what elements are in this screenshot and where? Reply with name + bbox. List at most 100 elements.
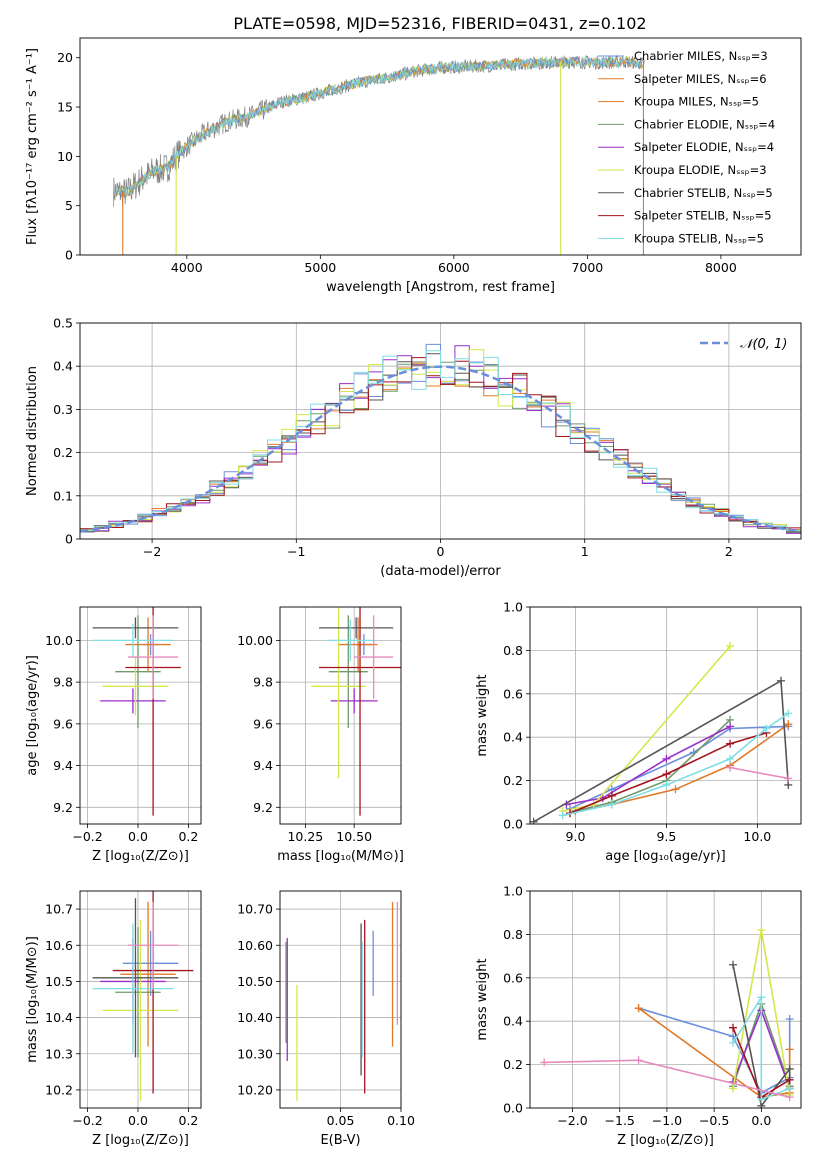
- residual-histogram: [80, 357, 801, 539]
- weight-marker: [785, 1064, 794, 1073]
- x-tick-label: 9.0: [566, 829, 586, 844]
- weight-line: [729, 766, 789, 780]
- plot-area: [540, 926, 794, 1108]
- y-tick-label: 0.1: [53, 488, 73, 503]
- axes-frame: [79, 37, 802, 256]
- x-tick-label: −1: [287, 544, 305, 559]
- panel-mass-vs-Z: −0.2 0.0 0.2 10.2 10.3 10.4 10.5 10.6 10.7 Z [log…: [25, 890, 202, 1148]
- legend: 𝒩(0, 1): [700, 337, 787, 352]
- axes: 10.25 10.50 9.2 9.4 9.6 9.8 10.00 mass [log₁₀(M…: [237, 606, 404, 864]
- x-tick-label: 9.5: [656, 829, 676, 844]
- weight-marker: [757, 1095, 766, 1104]
- axes: −2.0 −1.5 −1.0 −0.5 0.0 0.0 0.2 0.4 0.6 0.8 1.0 Z […: [475, 884, 802, 1148]
- x-tick-label: 0.0: [128, 829, 148, 844]
- y-tick-label: 9.8: [253, 675, 273, 690]
- x-tick-label: −0.2: [72, 1113, 102, 1128]
- weight-marker: [634, 1004, 643, 1013]
- y-tick-label: 0.4: [503, 1014, 523, 1029]
- x-axis-label: age [log₁₀(age/yr)]: [605, 849, 726, 864]
- axes-frame: [529, 606, 802, 825]
- y-tick-label: 10.60: [237, 938, 273, 953]
- x-tick-label: −1.0: [652, 1113, 682, 1128]
- y-tick-label: 0.8: [503, 927, 523, 942]
- y-tick-label: 10.2: [45, 1082, 73, 1097]
- x-tick-label: 2: [725, 544, 733, 559]
- axes-frame: [279, 890, 402, 1109]
- legend-label: 𝒩(0, 1): [740, 337, 787, 352]
- x-axis-label: mass [log₁₀(M/M⊙)]: [277, 849, 404, 864]
- x-tick-label: 0.10: [387, 1113, 415, 1128]
- y-tick-label: 0.0: [503, 817, 523, 832]
- x-tick-label: −2: [143, 544, 161, 559]
- y-tick-label: 10.30: [237, 1046, 273, 1061]
- weight-marker: [785, 1015, 794, 1024]
- y-tick-label: 0.2: [503, 1057, 523, 1072]
- y-tick-label: 15: [57, 100, 73, 115]
- y-tick-label: 10.5: [45, 974, 73, 989]
- x-tick-label: 10.50: [336, 829, 372, 844]
- y-tick-label: 9.2: [253, 800, 273, 815]
- weight-marker: [784, 774, 793, 783]
- x-tick-label: −1.5: [605, 1113, 635, 1128]
- axes: −0.2 0.0 0.2 9.2 9.4 9.6 9.8 10.0 Z [log₁₀(Z/Z⊙)…: [25, 606, 202, 864]
- weight-marker: [785, 1093, 794, 1102]
- legend-label: Kroupa MILES, Nₛₛₚ=5: [634, 95, 759, 109]
- weight-marker: [784, 709, 793, 718]
- weight-marker: [726, 722, 735, 731]
- axes: 9.0 9.5 10.0 0.0 0.2 0.4 0.6 0.8 1.0 age [log₁₀(a…: [475, 600, 802, 864]
- y-axis-label: Normed distribution: [25, 366, 40, 496]
- weight-marker: [607, 800, 616, 809]
- y-tick-label: 5: [65, 198, 73, 213]
- plot-area: [80, 343, 801, 539]
- axes-frame: [279, 606, 402, 825]
- normal-curve: [80, 365, 801, 533]
- model-spectrum-line: [115, 56, 643, 197]
- y-tick-label: 0.6: [503, 970, 523, 985]
- y-tick-label: 10.4: [45, 1010, 73, 1025]
- y-tick-label: 20: [57, 50, 73, 65]
- weight-marker: [634, 1056, 643, 1065]
- panel-residuals: −2 −1 0 1 2 0 0.1 0.2 0.3 0.4 0.5 (data-model)/erro…: [25, 316, 802, 579]
- x-axis-label: Z [log₁₀(Z/Z⊙)]: [617, 1133, 714, 1148]
- y-tick-label: 10.6: [45, 938, 73, 953]
- weight-marker: [726, 754, 735, 763]
- y-axis-label: Flux [fλ10⁻¹⁷ erg cm⁻² s⁻¹ A⁻¹]: [25, 48, 40, 245]
- panel-weight-vs-age: 9.0 9.5 10.0 0.0 0.2 0.4 0.6 0.8 1.0 age [log₁₀(a…: [475, 600, 802, 864]
- y-tick-label: 0: [65, 248, 73, 263]
- y-tick-label: 0.0: [503, 1101, 523, 1116]
- y-tick-label: 0.2: [53, 445, 73, 460]
- y-tick-label: 10: [57, 149, 73, 164]
- weight-marker: [785, 1084, 794, 1093]
- x-tick-label: 1: [581, 544, 589, 559]
- weight-marker: [785, 1075, 794, 1084]
- y-tick-label: 10.7: [45, 902, 73, 917]
- x-tick-label: −2.0: [557, 1113, 587, 1128]
- y-tick-label: 10.00: [237, 633, 273, 648]
- axes: −0.2 0.0 0.2 10.2 10.3 10.4 10.5 10.6 10.7 Z [log…: [25, 890, 202, 1148]
- y-tick-label: 9.6: [53, 716, 73, 731]
- weight-line: [566, 725, 731, 806]
- axes-frame: [79, 890, 202, 1109]
- y-tick-label: 0.3: [53, 402, 73, 417]
- y-tick-label: 10.50: [237, 974, 273, 989]
- x-tick-label: 0.2: [178, 1113, 198, 1128]
- weight-line: [562, 712, 789, 817]
- weight-marker: [776, 676, 785, 685]
- legend-label: Chabrier ELODIE, Nₛₛₚ=4: [634, 117, 775, 131]
- weight-marker: [726, 763, 735, 772]
- y-tick-label: 10.20: [237, 1082, 273, 1097]
- weight-marker: [662, 780, 671, 789]
- axes: 0.05 0.10 10.20 10.30 10.40 10.50 10.60 10.70 E(…: [237, 890, 415, 1148]
- y-tick-label: 9.4: [53, 758, 73, 773]
- y-axis-label: age [log₁₀(age/yr)]: [25, 655, 40, 776]
- y-tick-label: 0: [65, 532, 73, 547]
- legend-label: Chabrier MILES, Nₛₛₚ=3: [634, 49, 768, 63]
- plot-area: [92, 607, 181, 816]
- y-tick-label: 10.3: [45, 1046, 73, 1061]
- y-tick-label: 0.2: [503, 773, 523, 788]
- axes: −2 −1 0 1 2 0 0.1 0.2 0.3 0.4 0.5 (data-model)/erro…: [25, 316, 802, 579]
- legend-label: Chabrier STELIB, Nₛₛₚ=5: [634, 186, 773, 200]
- y-axis-label: mass weight: [475, 674, 490, 756]
- grid-lines: [80, 607, 201, 824]
